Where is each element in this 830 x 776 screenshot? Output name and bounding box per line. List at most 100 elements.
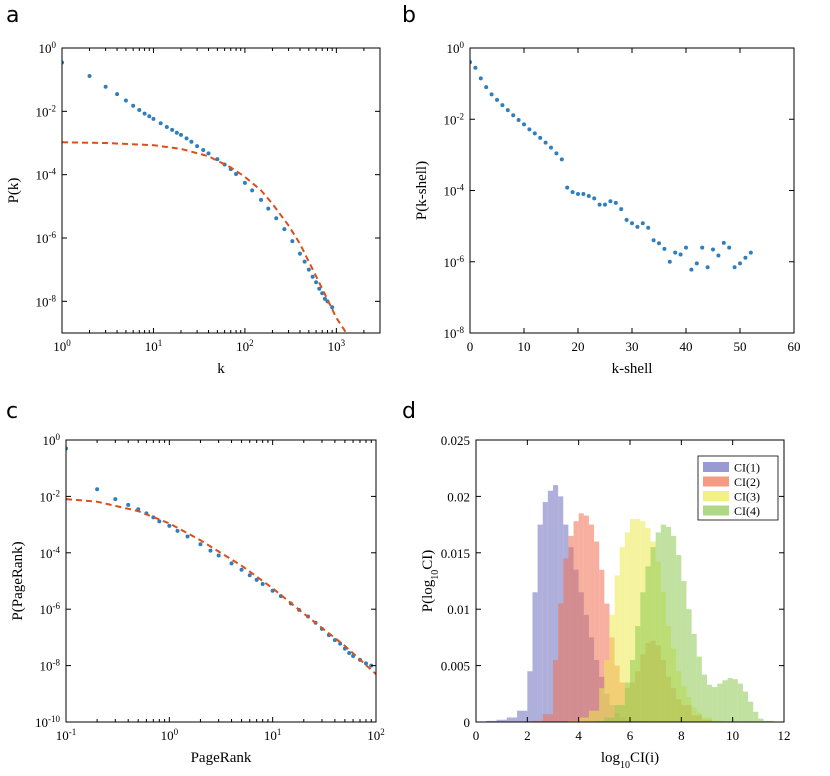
legend-label: CI(1) [734,461,760,475]
histogram-bar [732,679,738,722]
data-point [147,114,152,119]
data-point [678,252,683,257]
data-point [603,202,607,207]
data-point [185,534,190,539]
histogram-bar [630,659,636,722]
histogram-bar [594,720,605,722]
legend-label: CI(4) [734,504,760,518]
data-point [216,553,221,558]
legend-swatch [703,505,729,516]
data-point [302,259,307,264]
data-point [234,171,239,176]
data-point [484,85,489,90]
axes-box [65,439,377,723]
x-tick-label: 0 [467,339,474,354]
histogram-bar [624,682,630,722]
legend: CI(1)CI(2)CI(3)CI(4) [697,455,779,521]
y-axis-label: P(k) [6,178,22,204]
histogram-bar [532,720,543,722]
y-tick-label: 10-4 [40,545,61,561]
histogram-bar [486,720,497,722]
histogram-bar [578,717,589,722]
y-tick-label: 10-2 [36,103,57,119]
histogram-bar [742,691,749,722]
fit-line [66,498,376,675]
histogram-bar [583,515,589,722]
y-tick-label: 0.01 [447,602,470,617]
data-point [239,567,244,572]
histogram-bar [681,581,687,722]
x-tick-label: 40 [680,339,693,354]
histogram-bar [542,502,548,722]
data-point [478,76,483,81]
x-tick-label: 4 [575,728,582,743]
histogram-bar [717,683,723,722]
histogram-bar [599,688,605,722]
data-point [126,502,131,507]
x-tick-label: 50 [734,339,747,354]
histogram-bar [707,684,713,722]
histogram-bar [542,714,553,722]
data-point [613,200,618,205]
y-tick-label: 100 [39,40,57,56]
histogram-bar [527,671,533,722]
x-tick-label: 12 [778,728,791,743]
data-point [254,577,259,582]
x-tick-label: 100 [161,727,179,743]
data-point [164,125,169,130]
histogram-bar [568,720,579,722]
data-point [716,253,721,258]
axes-box [61,47,381,334]
fit-line [62,141,348,333]
histogram-bar [614,575,620,722]
y-tick-label: 10-6 [444,254,465,270]
data-point [290,239,295,244]
x-tick-label: 0 [473,728,480,743]
data-point [184,136,189,141]
histogram-bar [496,719,507,722]
data-point [274,216,279,221]
y-tick-label: 100 [447,40,465,56]
histogram-bar [665,526,672,722]
data-point [565,185,570,190]
y-tick-label: 10-2 [444,111,465,127]
data-point [554,151,559,156]
data-point [306,267,311,272]
data-point [229,561,234,566]
data-point [592,196,597,201]
y-tick-label: 100 [43,432,61,448]
histogram-bar [624,532,630,722]
histogram-bar [763,720,774,722]
data-point [505,108,510,113]
y-axis-label: P(k-shell) [414,161,430,220]
data-point [721,240,726,245]
data-point [131,103,136,108]
histogram-bar [588,710,600,722]
histogram-bar [753,711,759,722]
data-point [247,573,252,578]
x-axis-label: PageRank [191,750,252,766]
histogram-bar [532,592,538,722]
data-point [538,135,543,140]
x-tick-label: 10 [518,339,531,354]
data-point [597,202,602,207]
data-point [559,157,564,162]
data-point [103,84,108,89]
y-tick-label: 0.025 [441,433,470,448]
histogram-bar [635,626,641,722]
histogram-bar [537,524,543,722]
histogram-bar [614,705,625,722]
data-point [266,206,271,211]
histogram-bar [727,678,733,722]
data-point [322,296,327,301]
data-point [640,221,645,226]
data-point [689,267,694,272]
histogram-bar [640,592,646,722]
histogram-bar [748,701,754,722]
histogram-bar [604,659,610,722]
data-point [495,97,499,102]
y-tick-label: 10-8 [36,293,57,309]
data-point [657,241,661,246]
data-point [619,207,624,212]
